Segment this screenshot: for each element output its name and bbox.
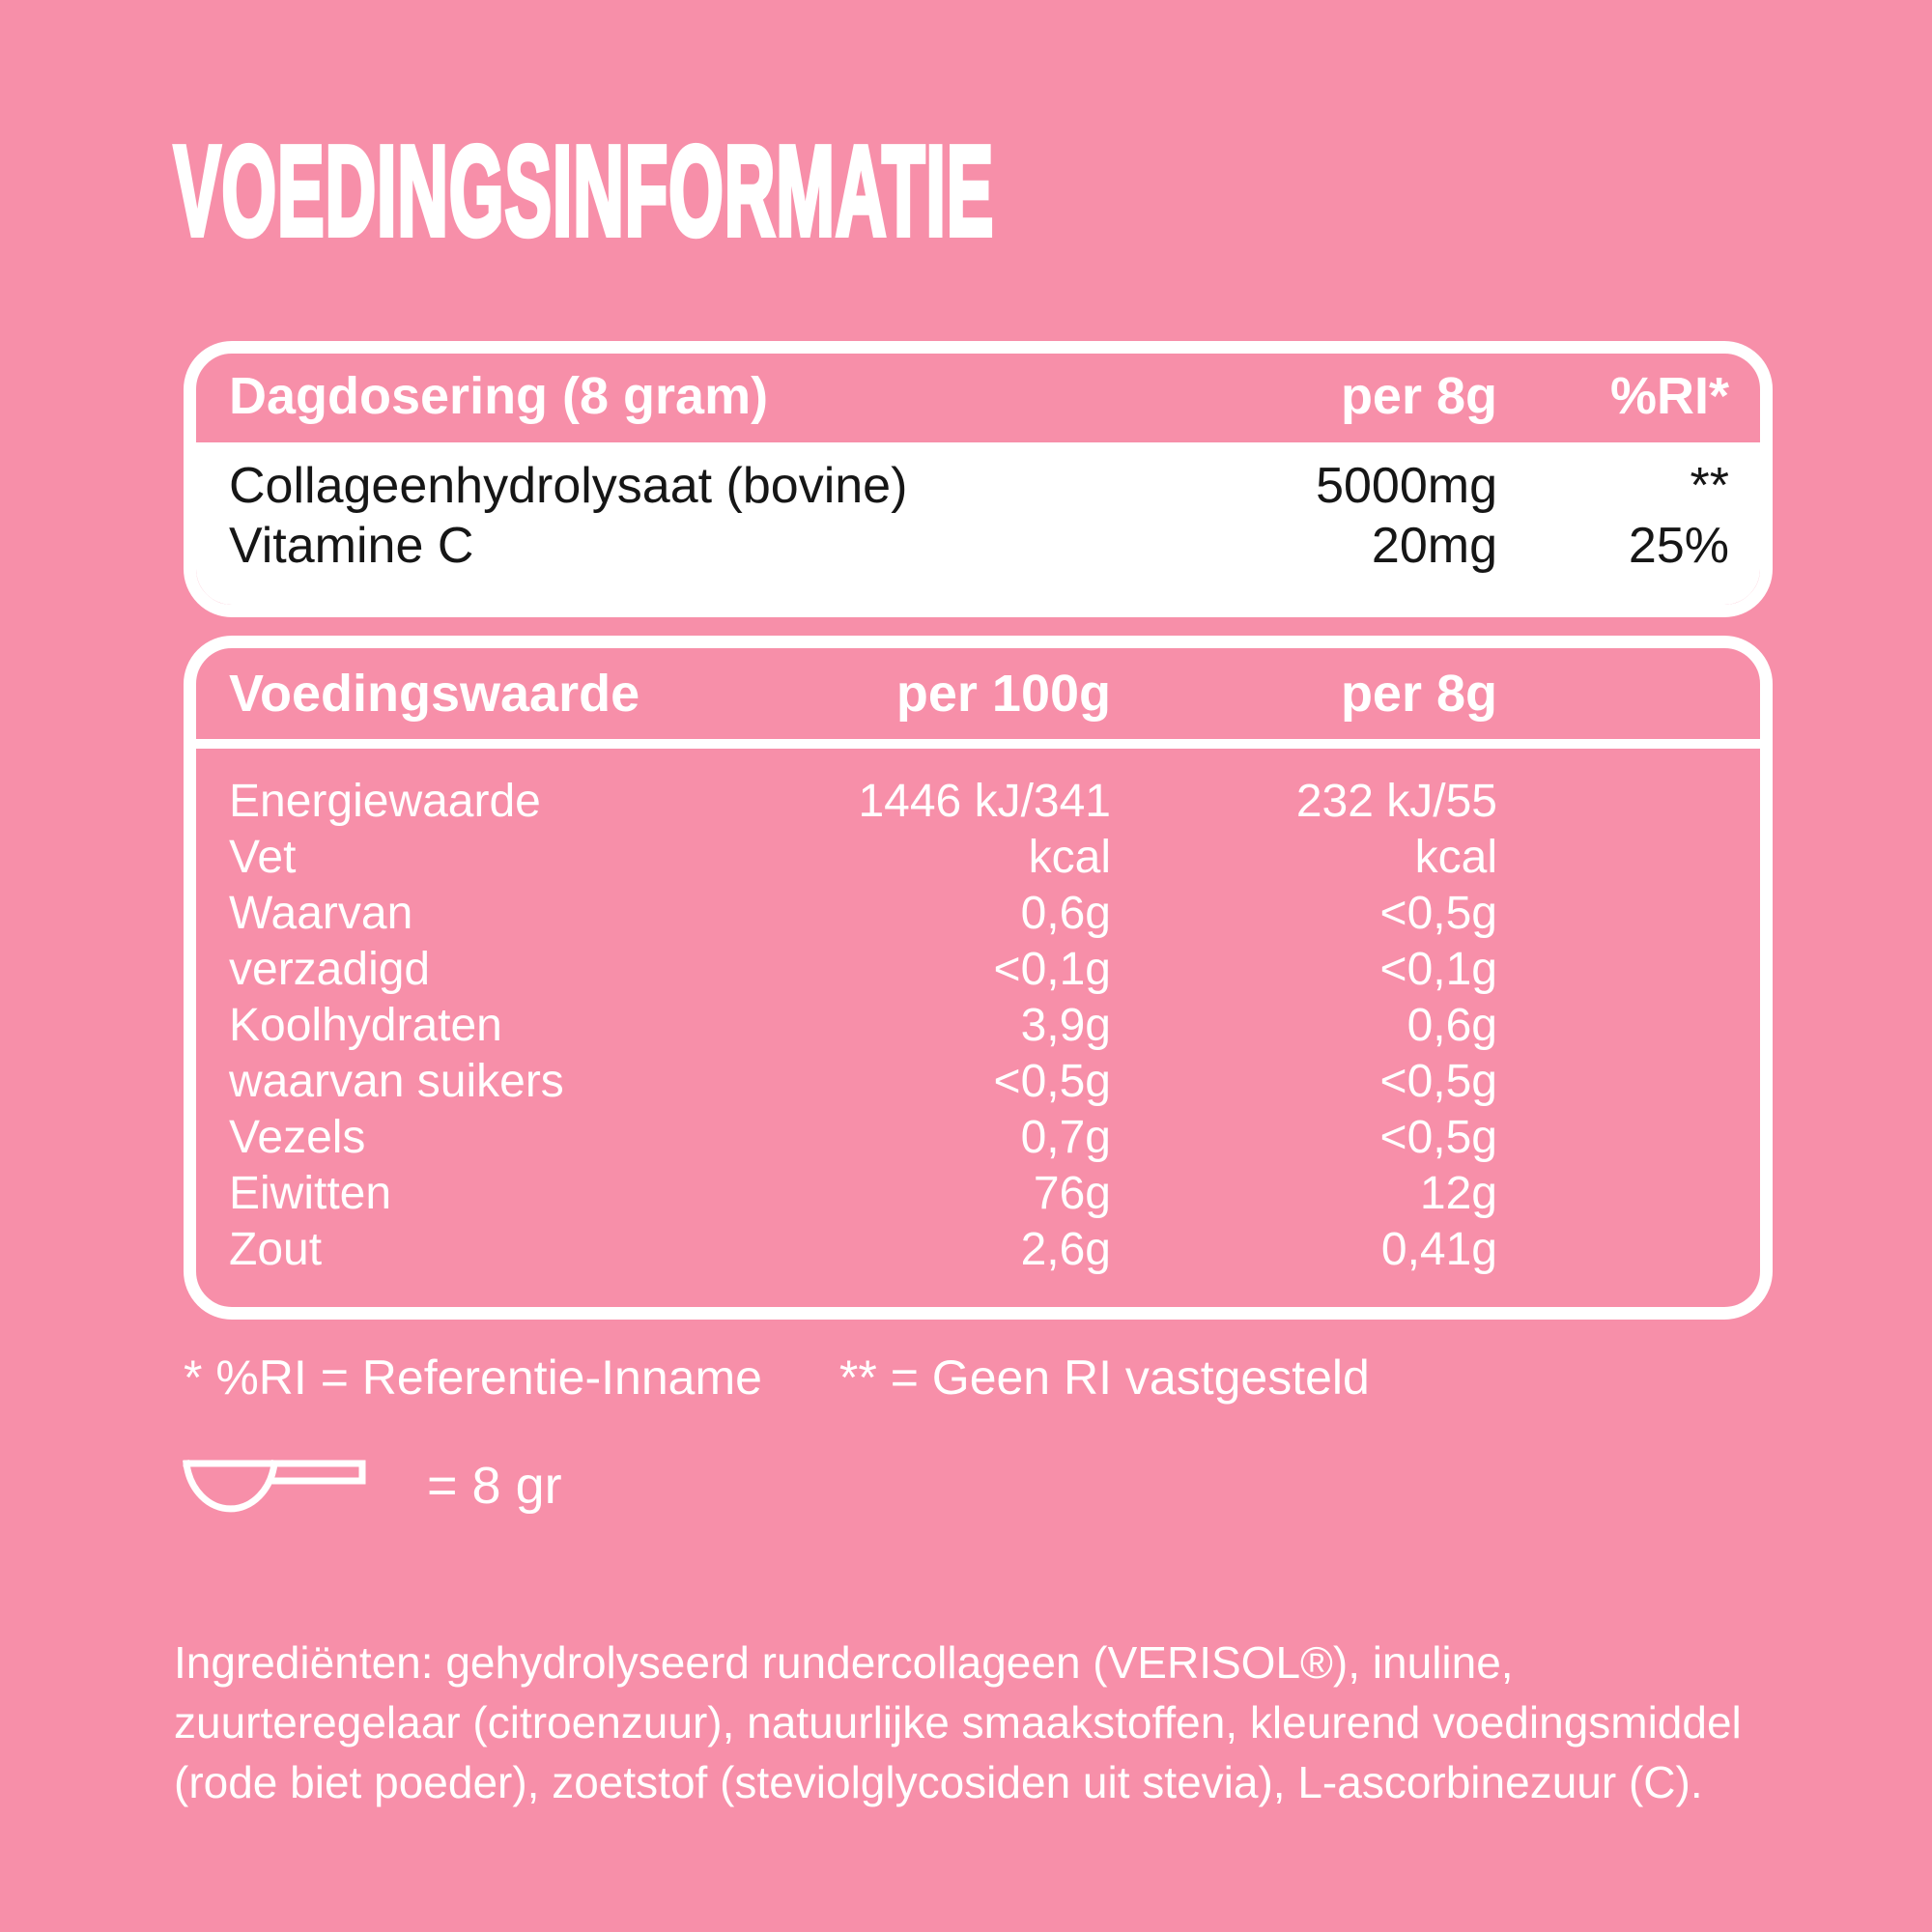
ingredients-line-text: zuurteregelaar (citroenzuur), natuurlijk… <box>174 1697 1742 1747</box>
row-label: Waarvan <box>229 888 413 939</box>
table-row: verzadigd <0,1g <0,1g <box>229 942 1497 998</box>
dosage-header-label: Dagdosering (8 gram) <box>229 367 769 425</box>
ingredients-line: Ingrediënten: gehydrolyseerd rundercolla… <box>174 1633 1806 1692</box>
table-row: Zout 2,6g 0,41g <box>229 1222 1497 1278</box>
scoop-equals-label: = 8 gr <box>427 1457 562 1515</box>
row-label: Vitamine C <box>229 518 474 574</box>
table-row: Collageenhydrolysaat (bovine) 5000mg ** <box>229 456 1729 516</box>
row-label: verzadigd <box>229 944 431 995</box>
dosage-header-per8g: per 8g <box>1340 367 1497 425</box>
row-per100g-value: kcal <box>1028 832 1111 883</box>
row-per100g-value: 3,9g <box>1020 1000 1111 1051</box>
row-per8g-value: <0,1g <box>1379 944 1497 995</box>
ingredients-line: zuurteregelaar (citroenzuur), natuurlijk… <box>174 1692 1806 1752</box>
row-per100g-value: 0,7g <box>1020 1112 1111 1163</box>
table-row: Vezels 0,7g <0,5g <box>229 1110 1497 1166</box>
row-ri-value: 25% <box>1628 518 1729 574</box>
footnotes: * %RI = Referentie-Inname ** = Geen RI v… <box>184 1350 1370 1405</box>
row-per100g-value: 1446 kJ/341 <box>858 776 1111 827</box>
scoop-legend: = 8 gr <box>182 1454 562 1523</box>
row-label: waarvan suikers <box>229 1056 564 1107</box>
row-per8g-value: 12g <box>1419 1168 1497 1219</box>
ingredients-text: Ingrediënten: gehydrolyseerd rundercolla… <box>174 1633 1806 1812</box>
nutrition-table-header: Voedingswaarde per 100g per 8g <box>196 648 1760 749</box>
nutrition-header-per100g: per 100g <box>895 665 1111 723</box>
nutrition-header-label: Voedingswaarde <box>229 665 640 723</box>
row-label: Energiewaarde <box>229 776 541 827</box>
row-per8g-value: 232 kJ/55 <box>1295 776 1497 827</box>
table-row: Eiwitten 76g 12g <box>229 1166 1497 1222</box>
row-label: Eiwitten <box>229 1168 392 1219</box>
nutrition-table: Voedingswaarde per 100g per 8g Energiewa… <box>184 636 1773 1320</box>
row-per8g-value: <0,5g <box>1379 1112 1497 1163</box>
ingredients-line-text: Ingrediënten: gehydrolyseerd rundercolla… <box>174 1637 1514 1688</box>
ingredients-line-text: (rode biet poeder), zoetstof (steviolgly… <box>174 1757 1703 1807</box>
row-per100g-value: <0,1g <box>993 944 1111 995</box>
row-label: Vezels <box>229 1112 366 1163</box>
ingredients-line: (rode biet poeder), zoetstof (steviolgly… <box>174 1752 1806 1812</box>
dosage-table-header: Dagdosering (8 gram) per 8g %RI* <box>196 354 1760 442</box>
dosage-table: Dagdosering (8 gram) per 8g %RI* Collage… <box>184 341 1773 617</box>
nutrition-header-per8g: per 8g <box>1340 665 1497 723</box>
table-row: Vitamine C 20mg 25% <box>229 516 1729 576</box>
table-row: Vet kcal kcal <box>229 830 1497 886</box>
row-per100g-value: 2,6g <box>1020 1224 1111 1275</box>
row-per8g-value: 0,41g <box>1380 1224 1497 1275</box>
footnote-ri: * %RI = Referentie-Inname <box>184 1350 762 1405</box>
row-per8g-value: 5000mg <box>1316 458 1497 514</box>
table-row: Energiewaarde 1446 kJ/341 232 kJ/55 <box>229 774 1497 830</box>
row-label: Vet <box>229 832 297 883</box>
row-per8g-value: 20mg <box>1371 518 1497 574</box>
nutrition-table-body: Energiewaarde 1446 kJ/341 232 kJ/55 Vet … <box>196 749 1760 1307</box>
row-ri-value: ** <box>1690 458 1729 514</box>
row-per100g-value: 0,6g <box>1020 888 1111 939</box>
table-row: Waarvan 0,6g <0,5g <box>229 886 1497 942</box>
table-row: waarvan suikers <0,5g <0,5g <box>229 1054 1497 1110</box>
row-per100g-value: 76g <box>1033 1168 1111 1219</box>
row-per8g-value: <0,5g <box>1379 888 1497 939</box>
table-row: Koolhydraten 3,9g 0,6g <box>229 998 1497 1054</box>
dosage-table-body: Collageenhydrolysaat (bovine) 5000mg ** … <box>196 442 1760 605</box>
row-label: Koolhydraten <box>229 1000 502 1051</box>
row-label: Zout <box>229 1224 323 1275</box>
scoop-icon <box>183 1460 366 1513</box>
row-per100g-value: <0,5g <box>993 1056 1111 1107</box>
page-title: VOEDINGSINFORMATIE <box>172 120 995 262</box>
footnote-no-ri: ** = Geen RI vastgesteld <box>838 1350 1370 1405</box>
dosage-header-ri: %RI* <box>1609 367 1729 425</box>
row-label: Collageenhydrolysaat (bovine) <box>229 458 908 514</box>
row-per8g-value: <0,5g <box>1379 1056 1497 1107</box>
row-per8g-value: 0,6g <box>1406 1000 1497 1051</box>
row-per8g-value: kcal <box>1414 832 1497 883</box>
